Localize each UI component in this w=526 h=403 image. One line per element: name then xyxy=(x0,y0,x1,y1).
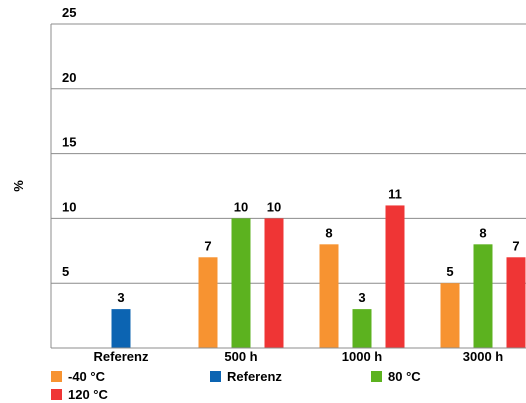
legend: -40 °C Referenz 80 °C 120 °C xyxy=(51,369,421,402)
data-label: 7 xyxy=(204,238,211,253)
category-label: 3000 h xyxy=(463,349,504,364)
bar xyxy=(319,244,339,348)
data-label: 5 xyxy=(446,264,453,279)
bar xyxy=(352,309,372,348)
bar xyxy=(231,218,251,348)
data-label: 3 xyxy=(358,290,365,305)
y-tick-label: 10 xyxy=(62,199,76,214)
bar xyxy=(506,257,526,348)
grid-lines xyxy=(51,23,526,284)
axes xyxy=(50,24,526,349)
y-axis-label: % xyxy=(11,180,26,192)
bar xyxy=(385,205,405,348)
y-tick-label: 15 xyxy=(62,135,76,150)
data-label: 8 xyxy=(325,225,332,240)
data-label: 3 xyxy=(117,290,124,305)
legend-swatch xyxy=(51,371,62,382)
legend-swatch xyxy=(210,371,221,382)
category-label: 1000 h xyxy=(342,349,383,364)
y-tick-label: 5 xyxy=(62,264,69,279)
legend-label: Referenz xyxy=(227,369,282,384)
legend-label: -40 °C xyxy=(68,369,106,384)
y-tick-labels: 5 10 15 20 25 xyxy=(62,5,76,279)
category-label: 500 h xyxy=(224,349,257,364)
bar xyxy=(440,283,460,348)
data-label: 8 xyxy=(479,225,486,240)
bar xyxy=(198,257,218,348)
data-label: 10 xyxy=(234,199,248,214)
legend-label: 120 °C xyxy=(68,387,109,402)
category-label: Referenz xyxy=(94,349,149,364)
legend-swatch xyxy=(371,371,382,382)
legend-label: 80 °C xyxy=(388,369,421,384)
data-labels: 3 7 10 10 8 3 11 5 8 7 xyxy=(117,186,519,305)
legend-swatch xyxy=(51,389,62,400)
category-labels: Referenz 500 h 1000 h 3000 h xyxy=(94,349,504,364)
bar xyxy=(264,218,284,348)
data-label: 7 xyxy=(512,238,519,253)
data-label: 10 xyxy=(267,199,281,214)
bar xyxy=(111,309,131,348)
data-label: 11 xyxy=(388,186,402,201)
y-tick-label: 25 xyxy=(62,5,76,20)
bars xyxy=(111,205,526,348)
bar xyxy=(473,244,493,348)
y-tick-label: 20 xyxy=(62,70,76,85)
